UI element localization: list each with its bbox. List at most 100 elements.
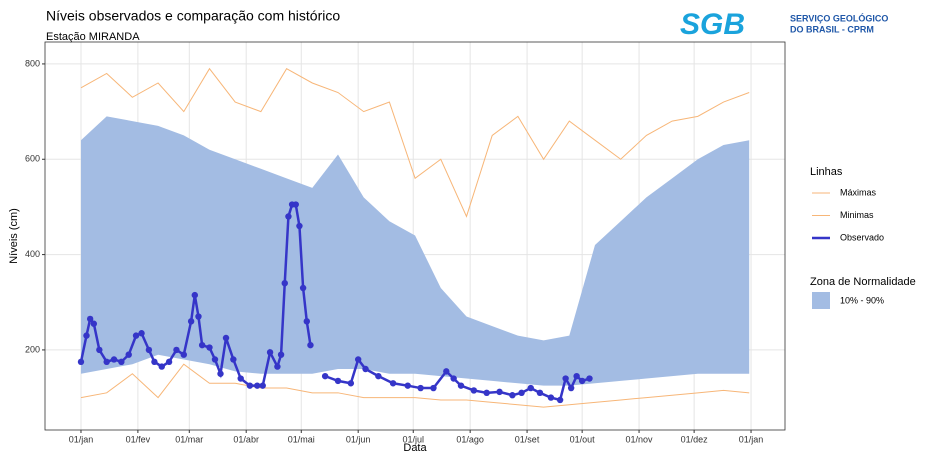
data-point [334, 377, 342, 385]
data-point [173, 346, 180, 354]
x-tick-label: 01/set [515, 434, 540, 444]
data-point [138, 330, 145, 337]
data-point [187, 318, 195, 325]
x-axis-label: Data [403, 442, 427, 454]
data-point [509, 392, 516, 399]
data-point [254, 382, 261, 389]
data-point [230, 356, 237, 363]
chart-subtitle: Estação MIRANDA [46, 31, 140, 43]
chart-title: Níveis observados e comparação com histó… [46, 8, 340, 24]
x-tick-label: 01/jul [402, 434, 424, 444]
legend-title: Linhas [810, 166, 843, 178]
data-point [132, 332, 140, 339]
data-point [259, 382, 266, 389]
data-point [277, 351, 285, 358]
logo-text: SERVIÇO GEOLÓGICO [790, 12, 888, 23]
data-point [483, 389, 490, 397]
data-point [354, 356, 362, 363]
x-tick-label: 01/mar [175, 434, 203, 444]
legend-swatch [812, 292, 830, 309]
data-point [86, 315, 94, 323]
y-axis-label: Níveis (cm) [8, 208, 20, 264]
data-point [556, 396, 564, 404]
x-tick-label: 01/jan [69, 434, 94, 444]
data-point [118, 358, 125, 366]
data-point [246, 382, 254, 389]
legend-label: Observado [840, 232, 884, 242]
data-point [292, 201, 299, 208]
data-point [299, 284, 307, 292]
data-point [285, 213, 292, 220]
data-point [450, 375, 457, 382]
y-tick-label: 600 [25, 154, 40, 164]
data-point [303, 318, 310, 325]
data-point [496, 388, 503, 396]
logo-text: DO BRASIL - CPRM [790, 24, 874, 34]
data-point [110, 356, 118, 363]
data-point [417, 384, 424, 392]
x-tick-label: 01/jan [739, 434, 764, 444]
data-point [211, 356, 219, 363]
data-point [165, 358, 173, 366]
data-point [77, 358, 85, 366]
data-point [375, 372, 382, 380]
data-point [578, 377, 586, 385]
data-point [362, 365, 369, 373]
data-point [457, 382, 465, 389]
x-tick-label: 01/abr [233, 434, 259, 444]
x-tick-label: 01/mai [288, 434, 315, 444]
data-point [222, 334, 230, 342]
series-line [80, 363, 750, 408]
data-point [217, 370, 224, 377]
data-point [518, 389, 525, 397]
data-point [307, 341, 314, 349]
data-point [562, 375, 569, 382]
data-point [237, 375, 244, 382]
series-line [80, 67, 750, 218]
data-point [151, 358, 158, 366]
plot-border [44, 41, 786, 431]
data-point [90, 320, 98, 327]
data-point [83, 332, 90, 339]
data-point [103, 358, 110, 366]
logo-mark: SGB [680, 8, 745, 41]
x-tick-label: 01/ago [456, 434, 484, 444]
data-point [180, 351, 187, 358]
data-point [321, 372, 329, 380]
y-tick-label: 800 [25, 58, 40, 68]
y-tick-label: 200 [25, 344, 40, 354]
data-point [296, 222, 303, 230]
data-point [145, 346, 153, 354]
data-point [195, 313, 202, 320]
data-point [347, 380, 355, 387]
data-point [96, 346, 103, 354]
legend-title: Zona de Normalidade [810, 276, 916, 288]
data-point [198, 341, 206, 349]
data-point [527, 384, 534, 392]
data-point [404, 382, 411, 389]
legend-label: Máximas [840, 187, 877, 197]
data-point [389, 380, 397, 387]
x-tick-label: 01/dez [681, 434, 709, 444]
data-point [206, 344, 213, 351]
data-point [547, 394, 555, 401]
data-point [443, 368, 450, 375]
x-tick-label: 01/nov [626, 434, 654, 444]
data-point [536, 389, 544, 397]
x-tick-label: 01/fev [126, 434, 151, 444]
data-point [470, 387, 478, 394]
data-point [281, 279, 288, 287]
band-area [80, 116, 750, 386]
data-point [191, 291, 198, 299]
data-point [430, 384, 437, 392]
data-point [266, 349, 274, 356]
data-point [125, 351, 132, 358]
data-point [158, 363, 165, 370]
data-point [573, 372, 580, 380]
data-point [586, 375, 593, 382]
legend-label: Minimas [840, 210, 874, 220]
x-tick-label: 01/out [570, 434, 596, 444]
data-point [274, 363, 281, 370]
legend-label: 10% - 90% [840, 295, 884, 305]
